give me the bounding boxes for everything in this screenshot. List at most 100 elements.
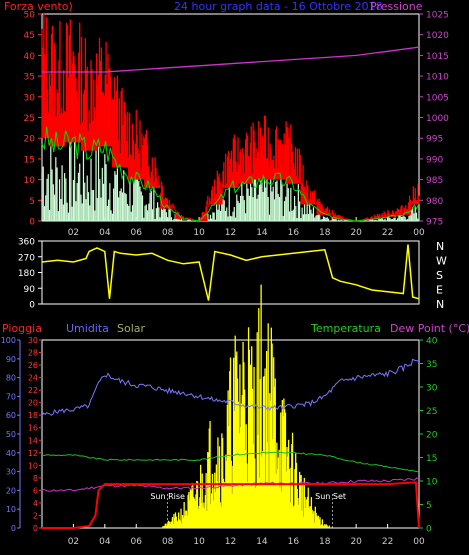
rain-y-tick-label: 26: [28, 361, 38, 370]
compass-label: S: [436, 269, 443, 282]
dew-point-label: Dew Point (°C): [390, 322, 469, 335]
pressure-y-tick-label: 985: [426, 176, 443, 186]
pressure-y-tick-label: 980: [426, 197, 443, 207]
wind-x-tick-label: 08: [162, 228, 174, 238]
wind-x-tick-label: 18: [319, 228, 331, 238]
humidity-y-tick-label: 30: [6, 468, 16, 477]
pressure-y-tick-label: 1015: [426, 52, 449, 62]
temperature-line: [41, 451, 420, 473]
climate-x-tick-label: 00: [413, 537, 425, 547]
rain-y-tick-label: 24: [28, 374, 38, 383]
pressure-y-tick-label: 1020: [426, 31, 449, 41]
wind-x-tick-label: 06: [131, 228, 143, 238]
temp-y-tick-label: 40: [426, 337, 438, 347]
climate-x-tick-label: 16: [288, 537, 300, 547]
wind-x-tick-label: 00: [413, 228, 425, 238]
wind-x-tick-label: 10: [193, 228, 205, 238]
wind-speed-line: [41, 126, 420, 222]
climate-x-tick-label: 10: [193, 537, 205, 547]
pressure-y-tick-label: 1010: [426, 73, 449, 83]
direction-y-tick-label: 90: [24, 285, 36, 295]
direction-y-tick-label: 360: [18, 238, 35, 248]
wind-y-tick-label: 50: [24, 11, 36, 21]
wind-x-tick-label: 20: [350, 228, 362, 238]
rain-y-tick-label: 0: [33, 524, 38, 533]
pressure-y-tick-label: 1000: [426, 114, 449, 124]
wind-chart-title: 24 hour graph data - 16 Ottobre 2018: [174, 0, 383, 13]
pressure-label: Pressione: [370, 0, 423, 13]
direction-plot-area: [41, 240, 420, 305]
humidity-y-tick-label: 60: [6, 411, 16, 420]
pressure-y-tick-label: 995: [426, 135, 443, 145]
pressure-y-tick-label: 1025: [426, 11, 449, 21]
wind-x-tick-label: 04: [99, 228, 111, 238]
humidity-y-tick-label: 10: [6, 505, 16, 514]
wind-direction-line: [41, 244, 420, 301]
wind-y-tick-label: 20: [24, 135, 36, 145]
sun-set-annotation: Sun Set: [315, 492, 346, 501]
humidity-y-tick-label: 100: [1, 336, 16, 345]
wind-left-label: Forza vento): [4, 0, 73, 13]
wind-x-tick-label: 22: [382, 228, 393, 238]
humidity-y-tick-label: 40: [6, 449, 16, 458]
wind-y-tick-label: 25: [24, 114, 35, 124]
wind-y-tick-label: 15: [24, 155, 35, 165]
humidity-line: [41, 358, 420, 416]
pressure-line: [42, 46, 420, 73]
direction-y-tick-label: 270: [18, 253, 35, 263]
climate-x-tick-label: 14: [256, 537, 268, 547]
pressure-y-tick-label: 975: [426, 218, 443, 228]
sun-rise-annotation: Sun Rise: [150, 492, 185, 501]
wind-y-tick-label: 45: [24, 31, 35, 41]
wind-x-tick-label: 14: [256, 228, 268, 238]
temp-y-tick-label: 5: [426, 501, 432, 511]
wind-x-tick-label: 16: [288, 228, 300, 238]
wind-x-tick-label: 02: [68, 228, 79, 238]
pressure-y-tick-label: 1005: [426, 93, 449, 103]
wind-y-tick-label: 30: [24, 93, 36, 103]
wind-y-tick-label: 5: [29, 197, 35, 207]
compass-label: N: [436, 240, 444, 253]
temperature-label: Temperatura: [310, 322, 381, 335]
temp-y-tick-label: 15: [426, 454, 437, 464]
wind-y-tick-label: 40: [24, 52, 36, 62]
climate-x-tick-label: 18: [319, 537, 331, 547]
temp-y-tick-label: 35: [426, 360, 437, 370]
climate-x-tick-label: 08: [162, 537, 174, 547]
compass-label: E: [436, 284, 443, 297]
humidity-label: Umidita: [66, 322, 109, 335]
rain-y-tick-label: 30: [28, 336, 38, 345]
humidity-y-tick-label: 90: [6, 355, 16, 364]
rain-y-tick-label: 16: [28, 424, 38, 433]
humidity-y-tick-label: 70: [6, 392, 16, 401]
rain-label: Pioggia: [2, 322, 42, 335]
wind-y-tick-label: 10: [24, 176, 36, 186]
temp-y-tick-label: 10: [426, 478, 438, 488]
temp-y-tick-label: 25: [426, 407, 437, 417]
climate-x-tick-label: 12: [225, 537, 236, 547]
climate-x-tick-label: 06: [131, 537, 143, 547]
wind-y-tick-label: 0: [29, 218, 35, 228]
rain-y-tick-label: 8: [33, 474, 38, 483]
rain-y-tick-label: 22: [28, 386, 38, 395]
climate-x-tick-label: 20: [350, 537, 362, 547]
wind-x-tick-label: 12: [225, 228, 236, 238]
direction-y-tick-label: 0: [29, 301, 35, 311]
direction-y-tick-label: 180: [18, 269, 35, 279]
humidity-y-tick-label: 50: [6, 430, 16, 439]
rain-y-tick-label: 20: [28, 399, 38, 408]
rain-y-tick-label: 28: [28, 349, 38, 358]
rain-y-tick-label: 2: [33, 511, 38, 520]
rain-y-tick-label: 14: [28, 436, 38, 445]
climate-x-tick-label: 22: [382, 537, 393, 547]
solar-label: Solar: [117, 322, 146, 335]
rain-y-tick-label: 10: [28, 461, 38, 470]
humidity-y-tick-label: 80: [6, 374, 16, 383]
wind-y-tick-label: 35: [24, 73, 35, 83]
rain-y-tick-label: 6: [33, 486, 38, 495]
climate-panel: Pioggia Umidita Solar Temperatura Dew Po…: [1, 284, 469, 547]
temp-y-tick-label: 30: [426, 384, 438, 394]
rain-y-tick-label: 18: [28, 411, 38, 420]
